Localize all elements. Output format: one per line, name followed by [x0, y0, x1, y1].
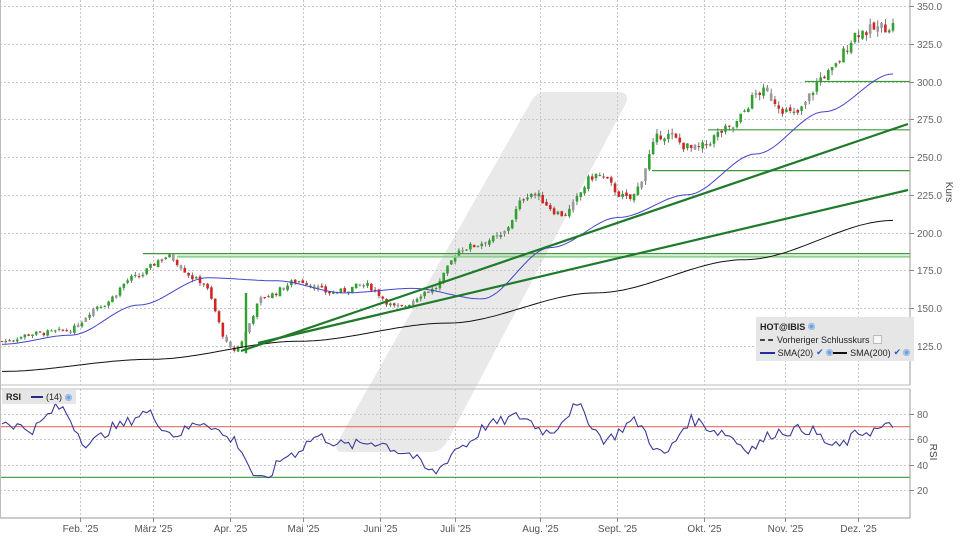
price-tick-label: 300.0 — [917, 78, 942, 89]
month-label: Feb. '25 — [63, 524, 99, 535]
sma200-checkbox-checked-icon[interactable]: ✔ — [893, 347, 902, 357]
legend-sma200-label: SMA(200) — [850, 347, 891, 358]
legend-prev-close-label: Vorheriger Schlusskurs — [777, 334, 870, 345]
price-tick-label: 150.0 — [917, 304, 942, 315]
sma20-settings-icon[interactable] — [825, 349, 833, 356]
rsi-line — [1, 402, 894, 479]
price-tick-label: 250.0 — [917, 153, 942, 164]
sma20-line — [2, 73, 894, 345]
month-label: Aug. '25 — [522, 524, 559, 535]
dashed-line-swatch-icon — [760, 338, 773, 341]
rsi-axis-title: RSI — [927, 444, 938, 461]
price-tick-label: 125.0 — [917, 342, 942, 353]
prev-close-checkbox[interactable] — [872, 335, 882, 344]
month-label: Juni '25 — [363, 524, 398, 535]
legend-symbol: HOT@IBIS — [760, 321, 806, 332]
rsi-tick-label: 20 — [917, 486, 929, 497]
month-label: Sept. '25 — [598, 524, 638, 535]
sma20-line-swatch-icon — [760, 351, 775, 354]
month-label: Dez. '25 — [840, 524, 877, 535]
price-tick-label: 225.0 — [917, 191, 942, 202]
sma200-settings-icon[interactable] — [903, 349, 910, 356]
sma200-line-swatch-icon — [832, 351, 848, 354]
price-legend: HOT@IBIS Vorheriger Schlusskurs SMA(20) … — [756, 317, 914, 361]
month-label: Juli '25 — [440, 524, 471, 535]
legend-sma-row: SMA(20) ✔ SMA(200) ✔ — [760, 346, 910, 359]
trend-lines[interactable] — [240, 122, 909, 353]
price-axis-title: Kurs — [943, 182, 954, 203]
settings-icon[interactable] — [808, 323, 816, 330]
legend-sma20-label: SMA(20) — [777, 347, 814, 358]
rsi-panel[interactable] — [0, 402, 910, 479]
month-label: Apr. '25 — [214, 524, 248, 535]
axes: 350.0 325.0 300.0 275.0 250.0 225.0 200.0 175.0… — [0, 0, 954, 535]
rsi-line-swatch-icon — [31, 396, 44, 398]
price-tick-label: 275.0 — [917, 115, 942, 126]
rsi-tick-label: 40 — [917, 461, 929, 472]
watermark-logo — [336, 92, 627, 452]
price-tick-label: 325.0 — [917, 40, 942, 51]
rsi-legend-period: (14) — [46, 392, 63, 402]
month-label: Mai '25 — [288, 524, 320, 535]
rsi-tick-label: 80 — [917, 410, 929, 421]
rsi-settings-icon[interactable] — [65, 393, 73, 401]
price-tick-label: 175.0 — [917, 266, 942, 277]
rsi-tick-label: 60 — [917, 435, 929, 446]
month-label: Okt. '25 — [687, 524, 722, 535]
price-tick-label: 200.0 — [917, 229, 942, 240]
legend-symbol-row: HOT@IBIS — [760, 320, 910, 333]
sma200-line — [2, 219, 894, 372]
month-label: Nov. '25 — [768, 524, 804, 535]
price-panel[interactable] — [0, 18, 910, 372]
rsi-legend-title: RSI — [6, 392, 22, 402]
price-tick-label: 350.0 — [917, 2, 942, 13]
month-label: März '25 — [134, 524, 172, 535]
rsi-legend: RSI (14) — [2, 390, 77, 404]
legend-prev-close-row: Vorheriger Schlusskurs — [760, 333, 910, 346]
sma20-checkbox-checked-icon[interactable]: ✔ — [816, 347, 824, 357]
